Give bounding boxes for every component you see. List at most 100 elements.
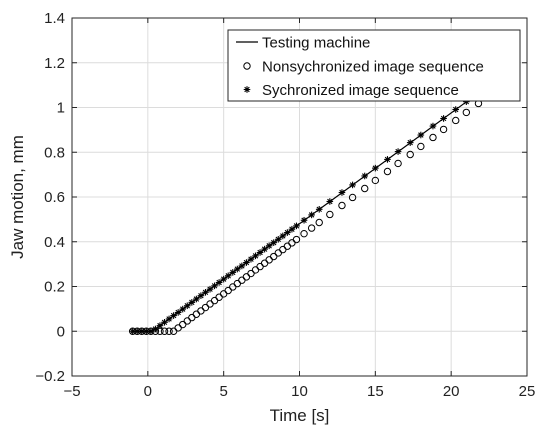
synchronized-point [243,259,250,266]
series-layer [128,82,516,335]
synchronized-point [224,272,232,280]
nonsynchronized-point [406,150,414,159]
synchronized-point [202,289,209,296]
synchronized-point [308,211,315,219]
synchronized-point [188,299,196,306]
synchronized-point [274,235,282,243]
x-tick-label: −5 [63,383,80,400]
y-tick-label: 1.2 [44,55,65,72]
x-tick-label: 15 [367,383,384,400]
synchronized-point [440,115,447,122]
synchronized-point [361,172,369,180]
synchronized-point [247,255,255,263]
synchronized-point [429,122,437,130]
synchronized-point [406,139,414,146]
synchronized-point [183,302,191,310]
synchronized-point [338,189,346,196]
synchronized-point [326,198,334,205]
nonsynchronized-point [270,252,278,261]
y-tick-label: 0 [57,323,65,340]
synchronized-point [211,282,218,290]
nonsynchronized-point [439,125,448,134]
nonsynchronized-point [247,269,255,278]
nonsynchronized-point [417,142,425,151]
synchronized-point [256,249,264,256]
synchronized-point [417,131,425,139]
y-tick-label: 1 [57,100,65,117]
y-tick-label: 1.4 [44,10,65,27]
synchronized-point [170,312,177,319]
nonsynchronized-point [179,320,187,329]
synchronized-point [174,309,182,316]
synchronized-point [179,305,187,313]
x-tick-label: 25 [519,383,536,400]
nonsynchronized-point [361,184,369,193]
legend-asterisk-marker [243,86,251,93]
synchronized-point [288,225,296,233]
synchronized-point [156,322,164,329]
synchronized-point [165,315,173,323]
y-tick-label: 0.2 [44,279,65,296]
x-tick-label: 0 [144,383,152,400]
synchronized-point [284,229,291,236]
nonsynchronized-point [348,193,357,202]
nonsynchronized-point [307,224,316,232]
x-tick-label: 10 [291,383,308,400]
synchronized-point [300,216,308,224]
synchronized-point [261,245,268,253]
synchronized-point [349,181,356,189]
synchronized-point [152,325,159,333]
synchronized-point [315,206,323,213]
synchronized-point [197,292,205,299]
nonsynchronized-point [292,235,301,244]
legend-label-testing-machine: Testing machine [262,35,370,52]
nonsynchronized-point [338,201,346,210]
nonsynchronized-point [224,286,232,295]
nonsynchronized-point [201,303,210,312]
nonsynchronized-point [326,210,334,219]
synchronized-point [279,232,287,240]
synchronized-point [229,269,237,276]
y-tick-label: 0.6 [44,189,65,206]
x-tick-label: 5 [219,383,227,400]
tick-labels: −5 0 5 10 15 20 25 −0.2 0 0.2 0.4 0.6 0.8 1 1.2 1.4 [35,10,535,400]
legend-label-synchronized: Sychronized image sequence [262,82,459,99]
synchronized-point [372,164,379,172]
nonsynchronized-point [429,133,437,142]
synchronized-point [193,295,200,303]
synchronized-point [220,275,227,283]
y-tick-label: 0.8 [44,144,65,161]
synchronized-point [161,319,168,326]
legend: Testing machine Nonsychronized image seq… [227,29,521,102]
synchronized-point [252,252,259,260]
legend-asterisk-glyph [243,86,251,93]
nonsynchronized-point [383,167,392,176]
nonsynchronized-point [371,176,380,185]
ticks [71,17,528,377]
y-tick-label: −0.2 [35,368,65,385]
synchronized-point [452,106,460,113]
x-axis-label: Time [s] [270,406,330,425]
x-tick-label: 20 [443,383,460,400]
synchronized-point [206,285,214,293]
synchronized-point [133,327,141,335]
nonsynchronized-point [165,327,173,335]
nonsynchronized-point [452,116,460,125]
legend-circle-marker [243,62,251,70]
y-tick-label: 0.4 [44,234,65,251]
nonsynchronized-point [462,108,471,117]
synchronized-point [384,156,391,163]
nonsynchronized-point [160,327,169,335]
synchronized-point [238,262,246,270]
synchronized-point [270,239,278,246]
nonsynchronized-point [394,159,402,168]
synchronized-point [215,279,223,286]
synchronized-point [265,242,273,250]
nonsynchronized-point [315,218,323,227]
legend-box [227,29,521,102]
y-axis-label: Jaw motion, mm [8,135,27,259]
synchronized-point [293,222,300,230]
synchronized-point [394,148,402,155]
synchronized-point [234,265,241,273]
